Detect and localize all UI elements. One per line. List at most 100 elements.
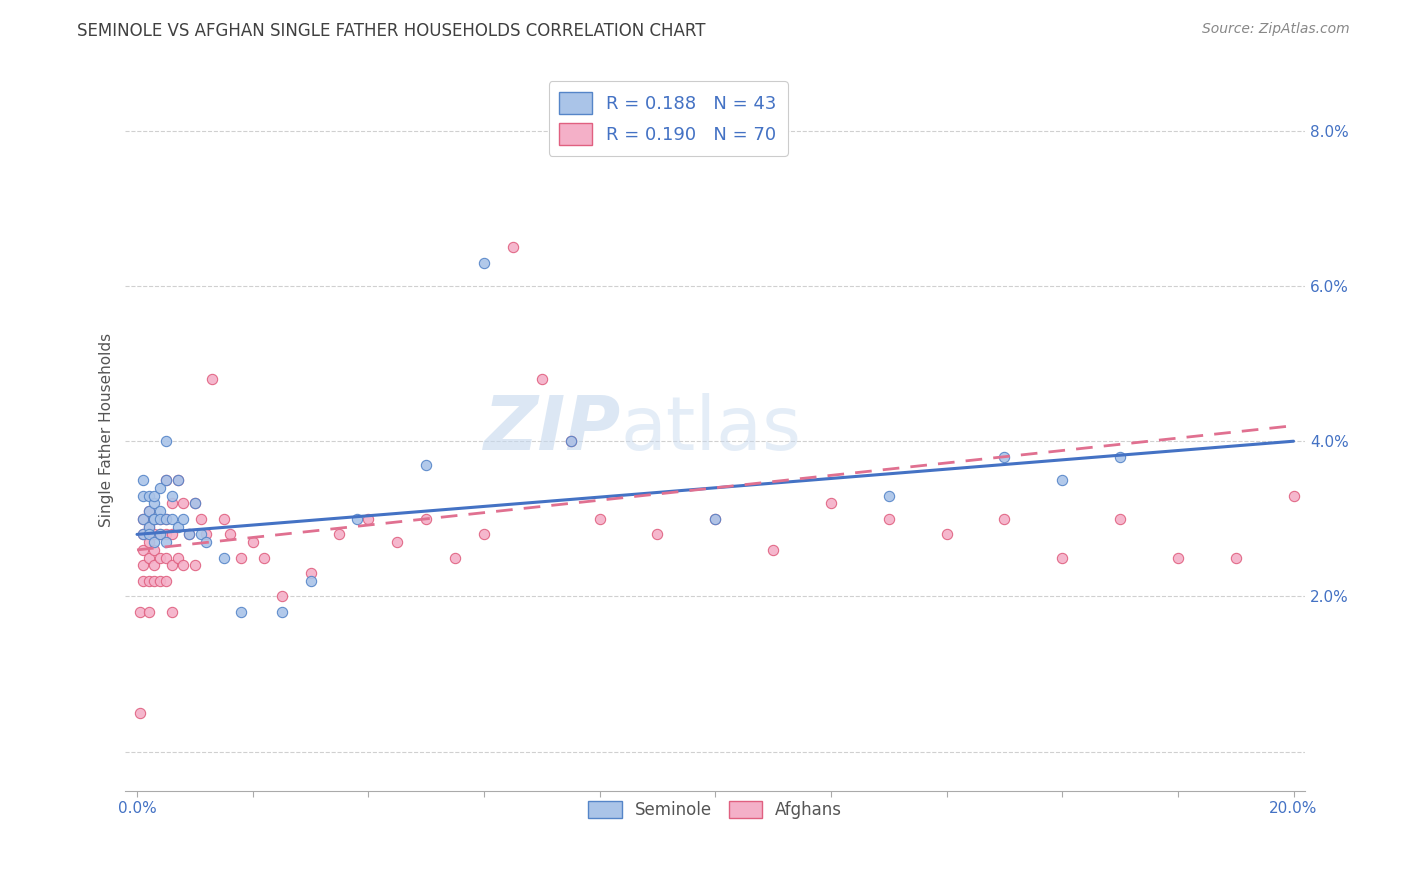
Point bbox=[155, 527, 177, 541]
Point bbox=[132, 512, 155, 526]
Point bbox=[138, 504, 160, 518]
Point bbox=[149, 527, 172, 541]
Point bbox=[138, 535, 160, 549]
Point bbox=[387, 535, 409, 549]
Point bbox=[149, 512, 172, 526]
Point bbox=[160, 512, 183, 526]
Point bbox=[143, 558, 166, 573]
Point bbox=[1225, 550, 1247, 565]
Point bbox=[270, 590, 292, 604]
Point bbox=[415, 512, 437, 526]
Point bbox=[993, 450, 1015, 464]
Point bbox=[143, 574, 166, 588]
Point bbox=[820, 496, 842, 510]
Point bbox=[149, 527, 172, 541]
Point bbox=[184, 496, 207, 510]
Point bbox=[138, 519, 160, 533]
Point bbox=[138, 574, 160, 588]
Point bbox=[132, 473, 155, 487]
Point bbox=[166, 550, 188, 565]
Point bbox=[138, 527, 160, 541]
Point bbox=[149, 574, 172, 588]
Point bbox=[415, 458, 437, 472]
Point bbox=[560, 434, 582, 449]
Point bbox=[530, 372, 553, 386]
Legend: Seminole, Afghans: Seminole, Afghans bbox=[582, 794, 849, 826]
Point bbox=[935, 527, 957, 541]
Point bbox=[172, 496, 194, 510]
Point bbox=[177, 527, 200, 541]
Point bbox=[138, 605, 160, 619]
Point bbox=[472, 255, 495, 269]
Point bbox=[149, 481, 172, 495]
Point bbox=[704, 512, 727, 526]
Point bbox=[218, 527, 240, 541]
Point bbox=[149, 504, 172, 518]
Point bbox=[155, 512, 177, 526]
Point bbox=[184, 558, 207, 573]
Y-axis label: Single Father Households: Single Father Households bbox=[100, 333, 114, 526]
Point bbox=[132, 527, 155, 541]
Text: SEMINOLE VS AFGHAN SINGLE FATHER HOUSEHOLDS CORRELATION CHART: SEMINOLE VS AFGHAN SINGLE FATHER HOUSEHO… bbox=[77, 22, 706, 40]
Point bbox=[143, 535, 166, 549]
Point bbox=[143, 542, 166, 557]
Point bbox=[160, 489, 183, 503]
Point bbox=[166, 473, 188, 487]
Point bbox=[212, 550, 235, 565]
Point bbox=[132, 574, 155, 588]
Point bbox=[143, 496, 166, 510]
Point bbox=[328, 527, 350, 541]
Point bbox=[270, 605, 292, 619]
Point bbox=[132, 512, 155, 526]
Text: Source: ZipAtlas.com: Source: ZipAtlas.com bbox=[1202, 22, 1350, 37]
Point bbox=[1109, 512, 1132, 526]
Point bbox=[1167, 550, 1189, 565]
Point bbox=[160, 496, 183, 510]
Point bbox=[877, 512, 900, 526]
Point bbox=[166, 473, 188, 487]
Point bbox=[253, 550, 276, 565]
Point bbox=[184, 496, 207, 510]
Point bbox=[143, 512, 166, 526]
Point bbox=[229, 550, 252, 565]
Point bbox=[132, 489, 155, 503]
Point bbox=[166, 519, 188, 533]
Point bbox=[132, 542, 155, 557]
Point bbox=[143, 512, 166, 526]
Point bbox=[346, 512, 368, 526]
Point bbox=[560, 434, 582, 449]
Point bbox=[155, 473, 177, 487]
Point bbox=[132, 527, 155, 541]
Point bbox=[1050, 550, 1073, 565]
Point bbox=[190, 512, 212, 526]
Point bbox=[212, 512, 235, 526]
Point bbox=[155, 550, 177, 565]
Point bbox=[129, 605, 152, 619]
Point bbox=[229, 605, 252, 619]
Point bbox=[588, 512, 610, 526]
Point bbox=[132, 558, 155, 573]
Point bbox=[149, 512, 172, 526]
Point bbox=[177, 527, 200, 541]
Point bbox=[149, 550, 172, 565]
Point bbox=[242, 535, 264, 549]
Text: atlas: atlas bbox=[621, 393, 801, 466]
Point bbox=[195, 535, 218, 549]
Point bbox=[172, 558, 194, 573]
Point bbox=[1050, 473, 1073, 487]
Point bbox=[160, 527, 183, 541]
Point bbox=[155, 434, 177, 449]
Point bbox=[201, 372, 224, 386]
Point bbox=[195, 527, 218, 541]
Point bbox=[143, 489, 166, 503]
Point bbox=[993, 512, 1015, 526]
Point bbox=[155, 473, 177, 487]
Point bbox=[160, 605, 183, 619]
Point bbox=[299, 566, 322, 581]
Point bbox=[143, 512, 166, 526]
Text: ZIP: ZIP bbox=[484, 393, 621, 466]
Point bbox=[155, 535, 177, 549]
Point bbox=[704, 512, 727, 526]
Point bbox=[444, 550, 467, 565]
Point bbox=[472, 527, 495, 541]
